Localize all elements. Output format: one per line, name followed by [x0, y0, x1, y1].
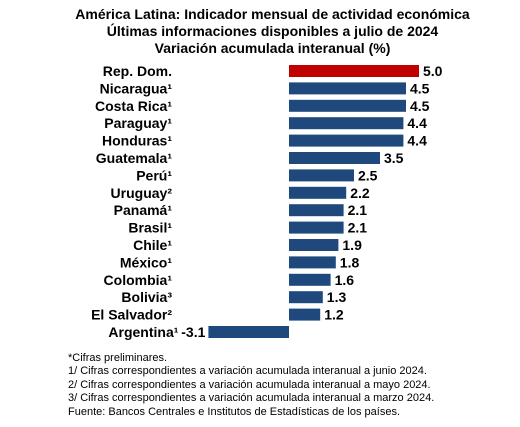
footnote-1: 1/ Cifras correspondientes a variación a…: [68, 365, 427, 378]
bar-guatemala: [289, 152, 380, 164]
value-label-peru: 2.5: [358, 167, 378, 183]
category-label-colombia: Colombia¹: [104, 272, 173, 288]
footnote-source: Fuente: Bancos Centrales e Institutos de…: [68, 405, 401, 418]
category-label-nicaragua: Nicaragua¹: [100, 80, 173, 96]
category-label-guatemala: Guatemala¹: [96, 150, 173, 166]
footnote-2: 2/ Cifras correspondientes a variación a…: [68, 378, 431, 391]
value-label-paraguay: 4.4: [407, 115, 427, 131]
category-label-uruguay: Uruguay²: [111, 185, 173, 201]
value-label-brasil: 2.1: [348, 220, 368, 236]
bar-bolivia: [289, 291, 323, 304]
category-label-paraguay: Paraguay¹: [104, 115, 172, 131]
value-label-honduras: 4.4: [407, 133, 427, 149]
value-label-colombia: 1.6: [335, 272, 355, 288]
category-label-bolivia: Bolivia³: [121, 289, 172, 305]
bar-mexico: [289, 256, 336, 269]
value-label-el-salvador: 1.2: [324, 307, 344, 323]
chart-title: América Latina: Indicador mensual de act…: [75, 6, 470, 22]
value-label-nicaragua: 4.5: [410, 80, 430, 96]
value-label-chile: 1.9: [342, 237, 362, 253]
footnote-preliminary: *Cifras preliminares.: [68, 352, 168, 364]
category-label-rep-dom: Rep. Dom.: [103, 63, 172, 79]
value-label-guatemala: 3.5: [384, 150, 404, 166]
value-label-mexico: 1.8: [340, 254, 360, 270]
value-label-rep-dom: 5.0: [423, 63, 443, 79]
bar-panama: [289, 204, 344, 217]
bar-peru: [289, 169, 354, 182]
category-label-mexico: México¹: [120, 254, 172, 270]
category-label-el-salvador: El Salvador²: [91, 307, 172, 323]
value-label-argentina: -3.1: [181, 324, 205, 340]
value-label-bolivia: 1.3: [327, 289, 347, 305]
category-label-chile: Chile¹: [133, 237, 172, 253]
value-label-costa-rica: 4.5: [410, 98, 430, 114]
bar-argentina: [208, 326, 289, 338]
bar-chile: [289, 239, 339, 251]
bar-paraguay: [289, 117, 404, 130]
footnotes: *Cifras preliminares. 1/ Cifras correspo…: [68, 352, 434, 419]
bar-honduras: [289, 134, 404, 147]
bar-chart: Rep. Dom. 5.0 Nicaragua¹ 4.5 Costa Rica¹ 4.5 P…: [91, 63, 443, 340]
category-label-costa-rica: Costa Rica¹: [95, 98, 172, 114]
bar-colombia: [289, 273, 331, 286]
chart-subtitle: Últimas informaciones disponibles a juli…: [106, 23, 439, 39]
category-label-brasil: Brasil¹: [128, 220, 172, 236]
category-label-panama: Panamá¹: [114, 202, 173, 218]
bar-costa-rica: [289, 99, 406, 112]
bar-rep-dom: [289, 65, 419, 77]
bar-nicaragua: [289, 82, 406, 95]
category-label-honduras: Honduras¹: [102, 133, 172, 149]
value-label-panama: 2.1: [348, 202, 368, 218]
footnote-3: 3/ Cifras correspondientes a variación a…: [68, 392, 435, 405]
bar-brasil: [289, 221, 344, 234]
value-label-uruguay: 2.2: [350, 185, 370, 201]
category-label-peru: Perú¹: [136, 167, 172, 183]
bar-uruguay: [289, 186, 347, 199]
bar-el-salvador: [289, 308, 321, 321]
chart-subtitle-units: Variación acumulada interanual (%): [154, 40, 391, 56]
category-label-argentina: Argentina¹: [108, 324, 178, 340]
